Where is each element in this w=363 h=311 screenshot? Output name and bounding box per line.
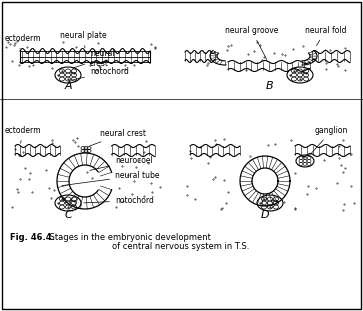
Text: neural tube: neural tube — [62, 171, 159, 186]
Polygon shape — [240, 156, 290, 206]
Text: ectoderm: ectoderm — [5, 126, 41, 143]
Polygon shape — [302, 51, 317, 65]
Text: A: A — [64, 81, 72, 91]
Text: neural
crest: neural crest — [73, 49, 115, 68]
Text: B: B — [266, 81, 274, 91]
Text: ectoderm: ectoderm — [5, 34, 41, 49]
Polygon shape — [57, 153, 112, 209]
Text: Stages in the embryonic development: Stages in the embryonic development — [47, 233, 211, 242]
Polygon shape — [210, 51, 225, 65]
Text: neural groove: neural groove — [225, 26, 278, 59]
Ellipse shape — [55, 67, 81, 83]
Text: notochord: notochord — [84, 196, 154, 205]
Ellipse shape — [287, 67, 313, 83]
Text: C: C — [64, 210, 72, 220]
Text: ganglion: ganglion — [310, 126, 348, 155]
Text: neural fold: neural fold — [305, 26, 347, 46]
Text: of central nervous system in T.S.: of central nervous system in T.S. — [112, 242, 250, 251]
Text: Fig. 46.4.: Fig. 46.4. — [10, 233, 55, 242]
Text: neural plate: neural plate — [60, 31, 107, 48]
Text: D: D — [261, 210, 269, 220]
Text: neural crest: neural crest — [90, 129, 146, 146]
Text: neurocoel: neurocoel — [90, 156, 153, 170]
Ellipse shape — [55, 195, 81, 211]
Ellipse shape — [257, 195, 283, 211]
Text: notochord: notochord — [71, 67, 129, 80]
